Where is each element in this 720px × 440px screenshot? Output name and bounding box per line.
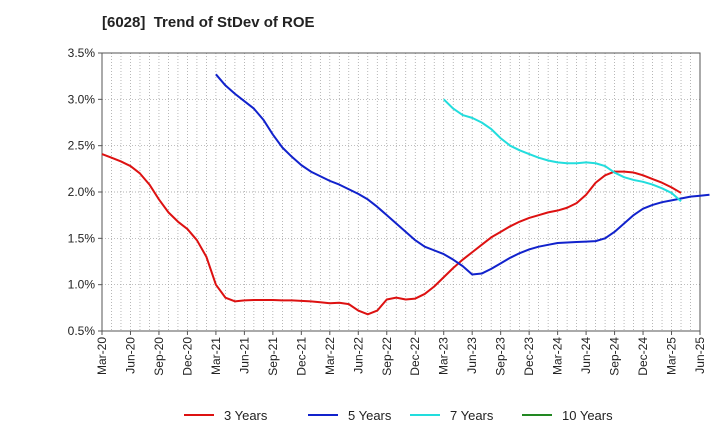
y-tick-label: 1.0%	[68, 278, 96, 292]
legend-label-3-years: 3 Years	[224, 408, 268, 423]
x-tick-label: Jun-21	[237, 337, 251, 374]
x-tick-label: Jun-20	[123, 337, 137, 374]
plot-frame	[101, 52, 701, 332]
x-tick-label: Mar-25	[665, 337, 679, 375]
y-tick-label: 3.5%	[68, 46, 96, 60]
grid-lines	[102, 53, 700, 331]
legend-label-5-years: 5 Years	[348, 408, 392, 423]
x-tick-label: Mar-23	[437, 337, 451, 375]
series-line-7-years	[443, 98, 682, 203]
x-tick-label: Jun-23	[465, 337, 479, 374]
y-tick-label: 3.0%	[68, 92, 96, 106]
series-lines	[101, 73, 710, 316]
x-tick-label: Jun-22	[351, 337, 365, 374]
y-tick-label: 0.5%	[68, 324, 96, 338]
x-tick-label: Sep-21	[266, 337, 280, 376]
x-tick-label: Mar-21	[209, 337, 223, 375]
x-tick-label: Jun-25	[693, 337, 707, 374]
series-line-3-years	[101, 153, 682, 316]
x-axis-ticks: Mar-20 Jun-20 Sep-20 Dec-20 Mar-21 Jun-21 Sep-…	[95, 331, 707, 376]
x-tick-label: Mar-22	[323, 337, 337, 375]
y-tick-label: 2.5%	[68, 139, 96, 153]
x-tick-label: Dec-20	[180, 337, 194, 376]
x-tick-label: Dec-23	[522, 337, 536, 376]
y-tick-label: 2.0%	[68, 185, 96, 199]
chart-title: [6028] Trend of StDev of ROE	[102, 14, 315, 31]
x-tick-label: Sep-23	[494, 337, 508, 376]
y-tick-label: 1.5%	[68, 231, 96, 245]
legend-label-10-years: 10 Years	[562, 408, 613, 423]
x-tick-label: Mar-24	[551, 337, 565, 375]
x-tick-label: Mar-20	[95, 337, 109, 375]
series-line-5-years	[215, 73, 710, 276]
x-tick-label: Dec-24	[636, 337, 650, 376]
legend-label-7-years: 7 Years	[450, 408, 494, 423]
legend: 3 Years 5 Years 7 Years 10 Years	[184, 408, 613, 423]
y-axis-ticks: 0.5% 1.0% 1.5% 2.0% 2.5% 3.0% 3.5%	[68, 46, 102, 338]
x-tick-label: Sep-24	[608, 337, 622, 376]
x-tick-label: Sep-20	[152, 337, 166, 376]
x-tick-label: Sep-22	[380, 337, 394, 376]
x-tick-label: Dec-22	[408, 337, 422, 376]
x-tick-label: Jun-24	[579, 337, 593, 374]
x-tick-label: Dec-21	[294, 337, 308, 376]
